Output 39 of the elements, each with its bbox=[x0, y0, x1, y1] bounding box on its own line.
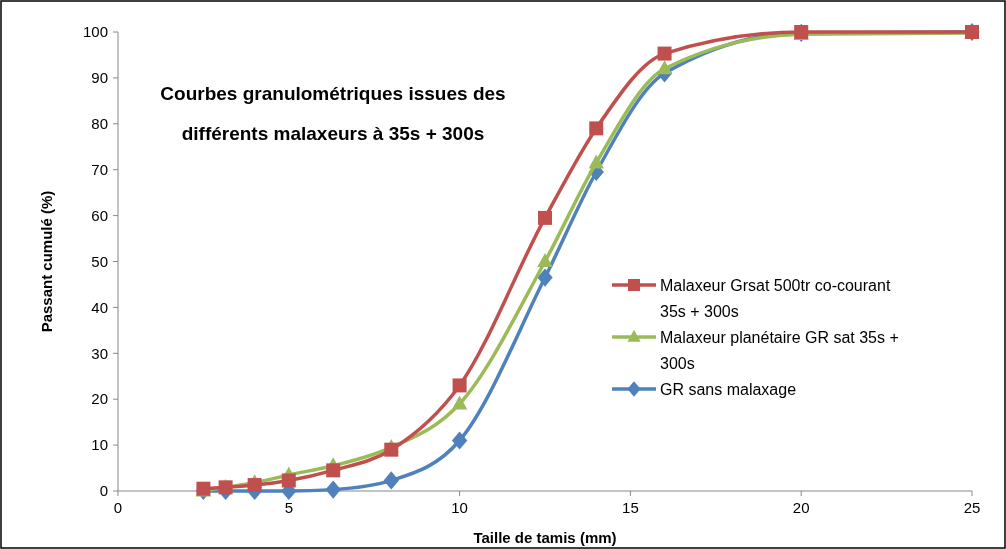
y-axis-title: Passant cumulé (%) bbox=[38, 190, 55, 333]
x-tick-label: 10 bbox=[451, 499, 468, 516]
point bbox=[589, 121, 604, 136]
point bbox=[537, 253, 553, 268]
x-tick-label: 25 bbox=[963, 499, 981, 516]
point bbox=[325, 480, 341, 499]
y-tick-label: 0 bbox=[99, 482, 108, 500]
x-axis-title: Taille de tamis (mm) bbox=[473, 529, 617, 546]
point bbox=[538, 210, 552, 225]
point bbox=[657, 46, 672, 61]
legend-label: Malaxeur Grsat 500tr co-courant 35s + 300s bbox=[660, 276, 891, 320]
point bbox=[384, 442, 399, 457]
legend-label: GR sans malaxage bbox=[660, 380, 797, 398]
point bbox=[383, 471, 399, 490]
legend-label: Malaxeur planétaire GR sat 35s + 300s bbox=[660, 328, 899, 372]
point bbox=[326, 463, 341, 478]
y-tick-label: 30 bbox=[91, 344, 108, 362]
point bbox=[656, 60, 673, 75]
text: Courbes granulométriques issues des différents malaxeurs à 35s + 300s bbox=[160, 83, 506, 144]
y-tick-label: 80 bbox=[91, 115, 108, 133]
x-tick-label: 0 bbox=[113, 499, 123, 516]
x-tick-label: 5 bbox=[284, 499, 293, 516]
y-tick-label: 60 bbox=[91, 206, 108, 224]
point bbox=[281, 473, 296, 488]
y-tick-label: 20 bbox=[91, 390, 108, 408]
point bbox=[451, 395, 468, 410]
point bbox=[588, 154, 604, 169]
y-tick-label: 90 bbox=[91, 69, 108, 87]
y-tick-label: 10 bbox=[91, 436, 108, 454]
point bbox=[247, 478, 262, 493]
x-tick-label: 20 bbox=[792, 499, 810, 516]
y-tick-label: 40 bbox=[91, 298, 108, 316]
point bbox=[451, 431, 468, 450]
x-tick-label: 15 bbox=[622, 499, 639, 516]
point bbox=[537, 268, 553, 287]
y-tick-label: 100 bbox=[82, 23, 108, 41]
y-tick-label: 50 bbox=[91, 252, 108, 270]
y-tick-label: 70 bbox=[91, 160, 108, 178]
point bbox=[452, 378, 467, 393]
